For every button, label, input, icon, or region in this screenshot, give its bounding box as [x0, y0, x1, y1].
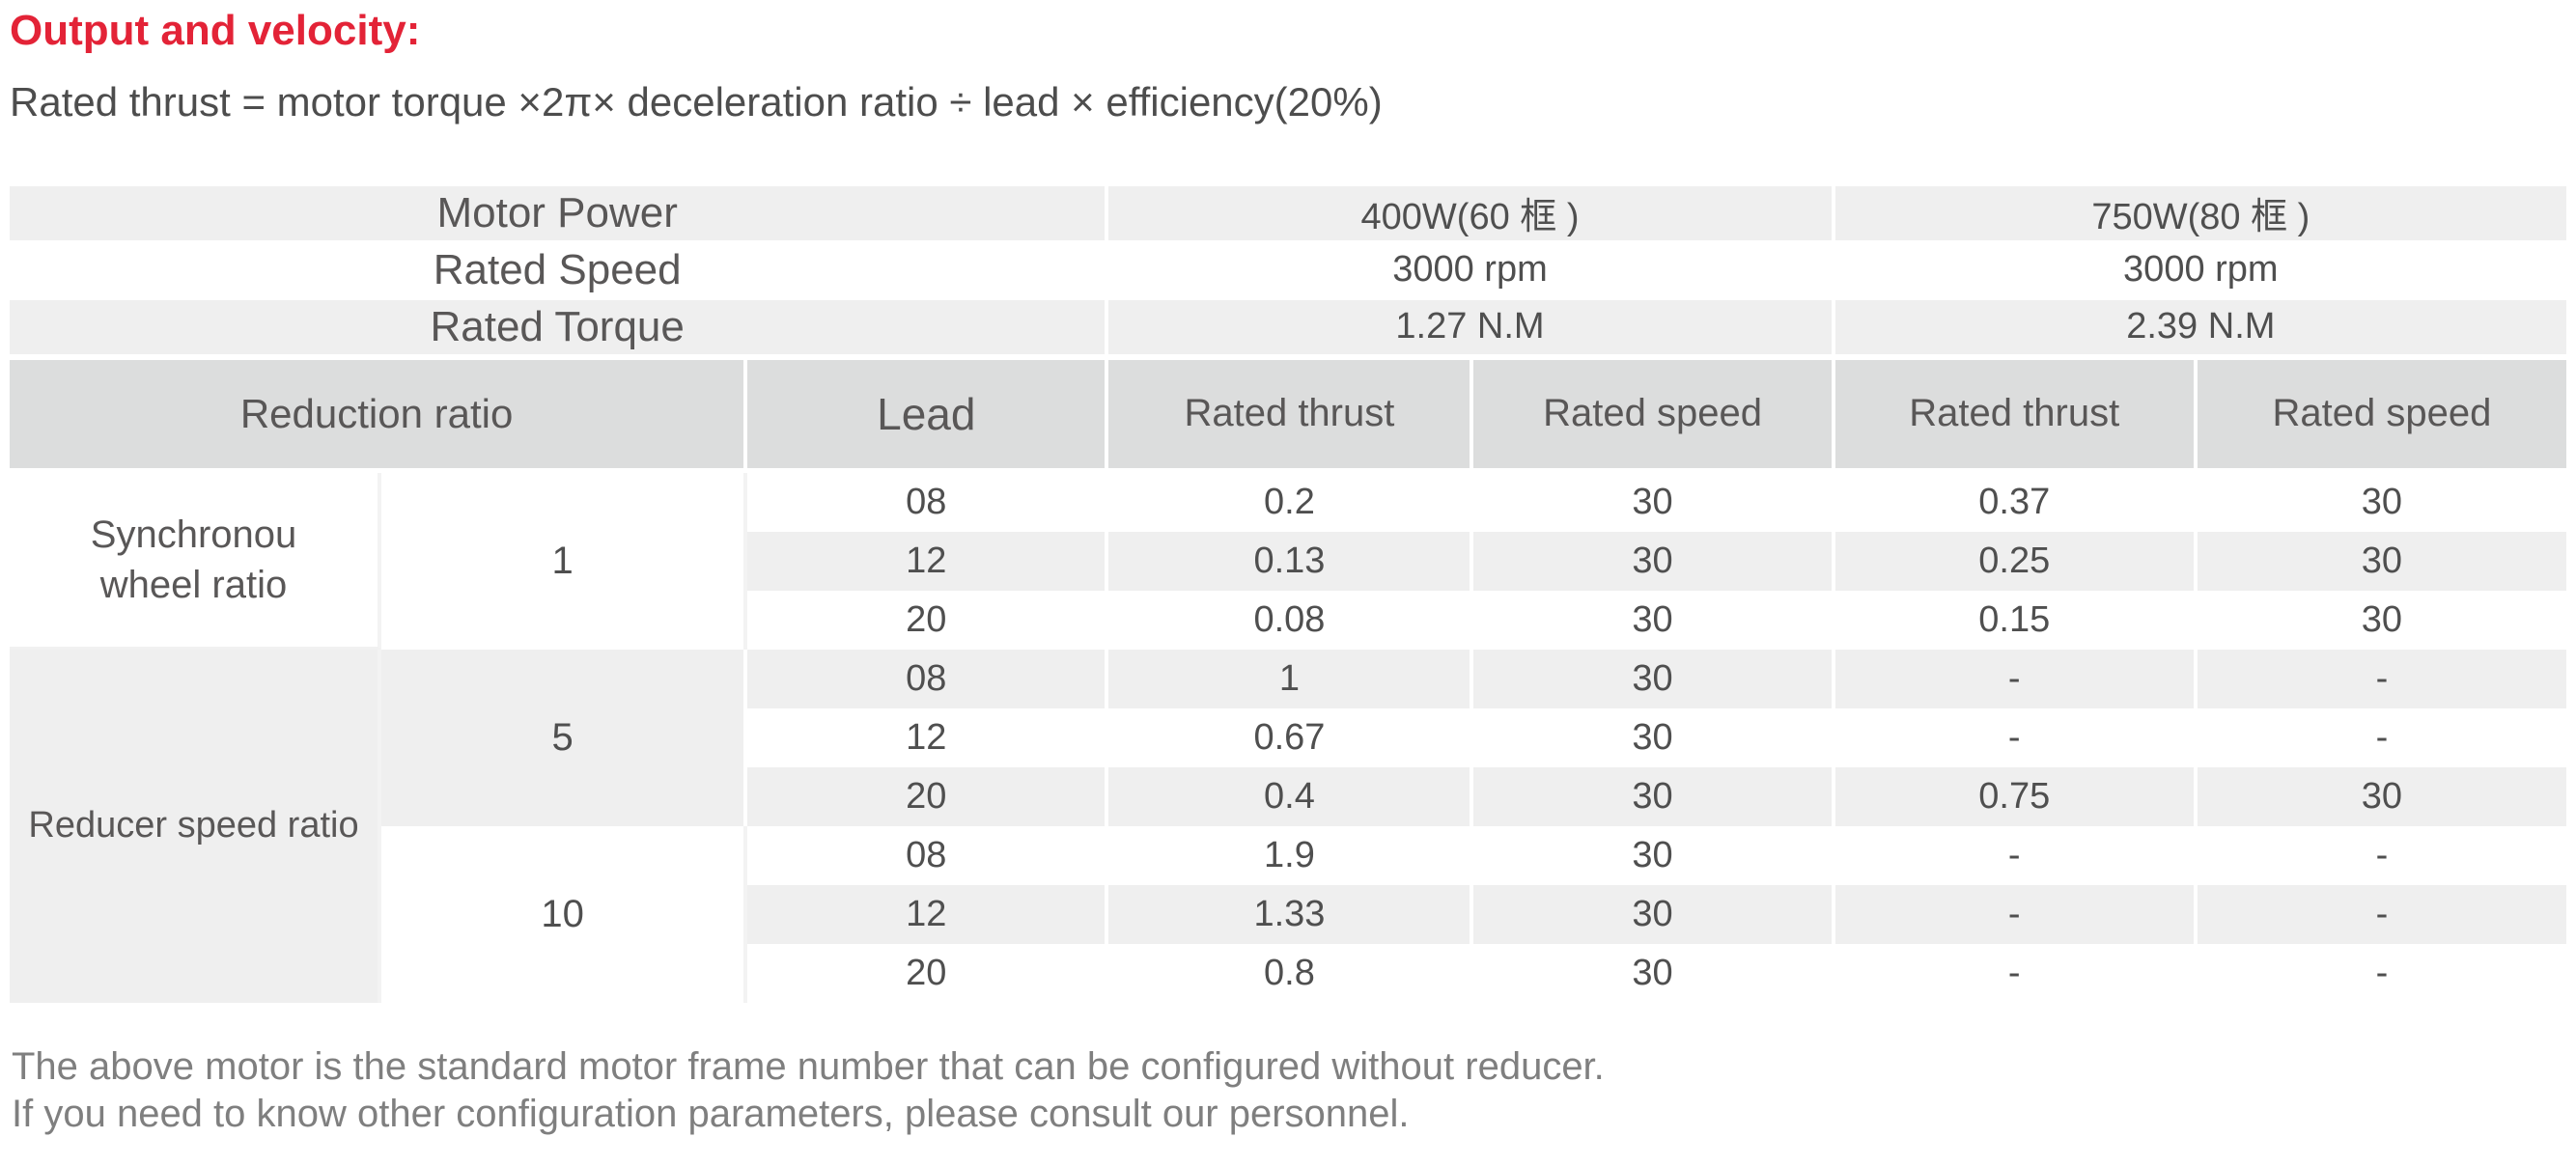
page-title: Output and velocity: — [10, 7, 421, 54]
table-row: 12 0.67 30 - - — [10, 707, 2566, 767]
cell-rated-speed-400w: 30 — [1473, 707, 1835, 767]
cell-rated-speed-400w: 30 — [1473, 766, 1835, 826]
cell-rated-thrust-400w: 0.67 — [1108, 707, 1474, 767]
note-line-1: The above motor is the standard motor fr… — [12, 1044, 1605, 1088]
formula-text: Rated thrust = motor torque ×2π× deceler… — [10, 79, 1383, 125]
header-rated-speed-750w: Rated speed — [2197, 359, 2566, 473]
info-value-motor-power-750w: 750W(80 框 ) — [1834, 185, 2566, 240]
cell-rated-speed-400w: 30 — [1473, 649, 1835, 708]
info-label-rated-torque: Rated Torque — [10, 299, 1109, 360]
cell-rated-speed-400w: 30 — [1473, 884, 1835, 944]
cell-rated-thrust-400w: 0.08 — [1108, 590, 1474, 650]
cell-lead: 08 — [747, 472, 1109, 532]
footnotes: The above motor is the standard motor fr… — [12, 1043, 2566, 1139]
info-row-rated-speed: Rated Speed 3000 rpm 3000 rpm — [10, 239, 2566, 300]
cell-rated-speed-750w: 30 — [2197, 766, 2566, 826]
info-row-rated-torque: Rated Torque 1.27 N.M 2.39 N.M — [10, 299, 2566, 360]
cell-rated-speed-400w: 30 — [1473, 590, 1835, 650]
cell-rated-thrust-750w: 0.15 — [1835, 590, 2198, 650]
cell-rated-speed-750w: - — [2375, 716, 2389, 758]
header-rated-thrust-750w: Rated thrust — [1834, 359, 2198, 473]
info-value-motor-power-400w: 400W(60 框 ) — [1108, 185, 1835, 240]
info-value-rated-torque-400w: 1.27 N.M — [1108, 299, 1835, 360]
cell-rated-thrust-750w: - — [1835, 707, 2198, 767]
cell-lead: 12 — [747, 884, 1109, 944]
cell-lead: 12 — [747, 531, 1109, 591]
group-label-reducer-speed-ratio: Reducer speed ratio — [10, 649, 382, 1003]
cell-rated-thrust-750w: 0.75 — [1834, 766, 2198, 826]
ratio-cell-5: 5 — [381, 649, 748, 826]
cell-rated-speed-400w: 30 — [1473, 531, 1835, 591]
table-row: 12 1.33 30 - - — [10, 884, 2566, 944]
ratio-cell-1: 1 — [381, 472, 748, 650]
cell-rated-thrust-750w: 0.37 — [1835, 472, 2198, 532]
cell-rated-thrust-400w: 0.13 — [1108, 531, 1474, 591]
table-row: 12 0.13 30 0.25 30 — [10, 531, 2566, 591]
table-row: 20 0.4 30 0.75 30 — [10, 766, 2566, 826]
info-label-motor-power: Motor Power — [10, 185, 1109, 240]
info-row-motor-power: Motor Power 400W(60 框 ) 750W(80 框 ) — [10, 185, 2566, 240]
table-row: Synchronou wheel ratio 1 08 0.2 30 0.37 … — [10, 472, 2566, 650]
cell-rated-speed-400w: 30 — [1473, 472, 1835, 532]
cell-rated-speed-750w: - — [2197, 884, 2566, 944]
cell-rated-speed-750w: - — [2375, 834, 2389, 875]
cell-lead: 20 — [747, 943, 1109, 1003]
spec-table: Motor Power 400W(60 框 ) 750W(80 框 ) Rate… — [10, 185, 2566, 1003]
cell-lead: 12 — [747, 707, 1109, 767]
header-rated-speed-400w: Rated speed — [1473, 359, 1835, 473]
cell-rated-speed-750w: 30 — [2361, 598, 2403, 640]
note-line-2: If you need to know other configuration … — [12, 1093, 1410, 1136]
info-value-rated-speed-400w: 3000 rpm — [1108, 239, 1835, 300]
cell-lead: 08 — [747, 825, 1109, 885]
cell-rated-thrust-750w: - — [1835, 943, 2198, 1003]
cell-rated-thrust-750w: - — [1835, 825, 2198, 885]
cell-rated-speed-750w: 30 — [2361, 481, 2403, 522]
column-header-row: Reduction ratio Lead Rated thrust Rated … — [10, 359, 2566, 473]
header-lead: Lead — [747, 359, 1109, 473]
cell-rated-thrust-400w: 1.33 — [1108, 884, 1474, 944]
cell-lead: 20 — [747, 590, 1109, 650]
info-value-rated-torque-750w: 2.39 N.M — [1834, 299, 2566, 360]
group-label-synchronou-wheel-ratio: Synchronou wheel ratio — [10, 472, 382, 650]
cell-rated-speed-750w: - — [2197, 649, 2566, 708]
cell-rated-thrust-400w: 1 — [1108, 649, 1474, 708]
cell-rated-thrust-750w: - — [1834, 884, 2198, 944]
cell-rated-thrust-400w: 0.8 — [1108, 943, 1474, 1003]
cell-lead: 20 — [747, 766, 1109, 826]
cell-rated-thrust-400w: 0.4 — [1108, 766, 1474, 826]
info-value-rated-speed-750w: 3000 rpm — [2123, 249, 2279, 291]
header-reduction-ratio: Reduction ratio — [10, 359, 748, 473]
table-row: 20 0.8 30 - - — [10, 943, 2566, 1003]
cell-rated-speed-400w: 30 — [1473, 943, 1835, 1003]
info-label-rated-speed: Rated Speed — [10, 239, 1109, 300]
cell-rated-thrust-400w: 1.9 — [1108, 825, 1474, 885]
cell-lead: 08 — [747, 649, 1109, 708]
cell-rated-thrust-750w: 0.25 — [1834, 531, 2198, 591]
table-row: 20 0.08 30 0.15 30 — [10, 590, 2566, 650]
table-row: Reducer speed ratio 5 08 1 30 - - — [10, 649, 2566, 1003]
cell-rated-speed-400w: 30 — [1473, 825, 1835, 885]
cell-rated-speed-750w: - — [2375, 952, 2389, 993]
header-rated-thrust-400w: Rated thrust — [1108, 359, 1474, 473]
cell-rated-thrust-750w: - — [1834, 649, 2198, 708]
cell-rated-speed-750w: 30 — [2197, 531, 2566, 591]
ratio-cell-10: 10 — [381, 825, 748, 1003]
cell-rated-thrust-400w: 0.2 — [1108, 472, 1474, 532]
table-row: 10 08 1.9 30 - - — [10, 825, 2566, 1003]
